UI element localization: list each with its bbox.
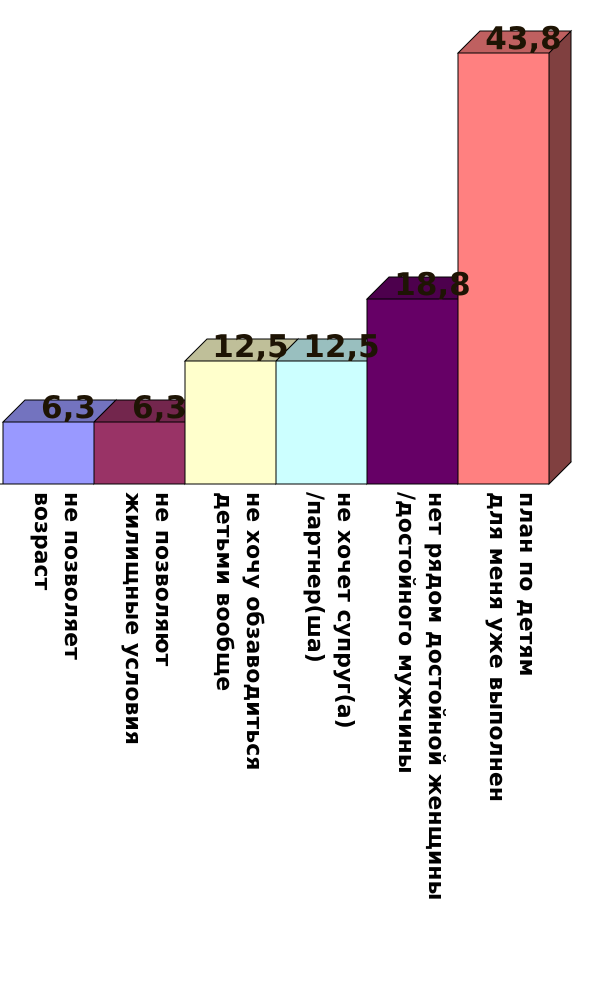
bar-front-0 [2,421,95,485]
category-label-4-line-0: нет рядом достойной женщины [423,492,448,900]
category-label-2-line-0: не хочу обзаводиться [241,492,266,770]
category-label-5-line-1: для меня уже выполнен [484,492,509,802]
category-label-0-line-1: возраст [29,492,54,590]
bar-side-5 [548,29,572,486]
bar-front-4 [366,298,459,485]
value-label-0: 6,3 [41,390,96,426]
bar-5 [456,29,573,486]
value-label-2: 12,5 [212,329,289,365]
category-label-3-line-0: не хочет супруг(а) [332,492,357,729]
category-label-4: нет рядом достойной женщины/достойного м… [393,492,448,900]
category-label-1-line-0: не позволяют [150,492,175,667]
category-label-4-line-1: /достойного мужчины [393,492,418,774]
value-label-4: 18,8 [394,267,471,303]
bar-front-2 [184,360,277,485]
value-label-5: 43,8 [485,21,562,57]
category-label-3: не хочет супруг(а)/партнер(ша) [302,492,357,729]
value-label-3: 12,5 [303,329,380,365]
category-label-0-line-0: не позволяет [59,492,84,660]
category-label-3-line-1: /партнер(ша) [302,492,327,663]
bar-front-3 [275,360,368,485]
bars-group [1,29,573,486]
category-label-2-line-1: детьми вообще [211,492,236,691]
bar-front-5 [457,52,550,485]
value-labels-group: 6,3 6,3 12,5 12,5 18,8 43,8 [41,21,562,426]
category-label-1-line-1: жилищные условия [120,492,145,745]
category-label-5-line-0: план по детям [514,492,539,677]
bar-front-1 [93,421,186,485]
value-label-1: 6,3 [132,390,187,426]
